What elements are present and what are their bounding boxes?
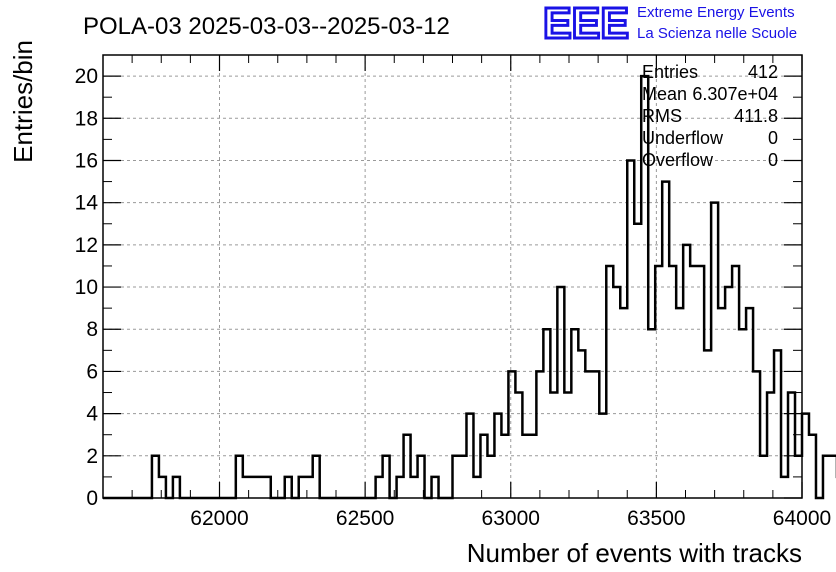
eee-logo: EEE Extreme Energy Events La Scienza nel… [542, 0, 798, 50]
stats-entries-value: 412 [748, 62, 778, 82]
stats-rms-value: 411.8 [734, 106, 778, 126]
y-tick-label: 10 [75, 276, 98, 299]
x-tick-label: 63000 [482, 507, 540, 530]
stats-overflow-value: 0 [768, 150, 778, 170]
stats-overflow-label: Overflow [642, 150, 714, 170]
stats-mean-label: Mean [642, 84, 687, 104]
eee-logo-mark: EEE [543, 0, 629, 48]
stats-rms-label: RMS [642, 106, 682, 126]
x-tick-label: 62500 [336, 507, 394, 530]
stats-underflow-label: Underflow [642, 128, 724, 148]
y-tick-label: 8 [86, 318, 98, 341]
x-tick-label: 64000 [773, 507, 831, 530]
plot-frame [102, 54, 803, 499]
y-tick-label: 14 [75, 192, 99, 215]
y-tick-label: 6 [86, 360, 98, 383]
x-tick-label: 63500 [627, 507, 685, 530]
eee-logo-line2: La Scienza nelle Scuole [637, 25, 797, 42]
y-tick-label: 2 [86, 445, 98, 468]
axis-ticks: 0 2 4 6 8 10 12 14 16 18 20 62000 62500 63000 63500 640… [75, 55, 831, 530]
stats-mean-value: 6.307e+04 [692, 84, 778, 104]
x-axis-label: Number of events with tracks [467, 538, 802, 568]
grid-lines [103, 55, 802, 498]
stats-entries-label: Entries [642, 62, 698, 82]
eee-logo-line1: Extreme Energy Events [637, 4, 795, 21]
y-tick-label: 0 [86, 487, 98, 510]
y-axis-label: Entries/bin [8, 40, 38, 163]
stats-underflow-value: 0 [768, 128, 778, 148]
stats-box: Entries 412 Mean 6.307e+04 RMS 411.8 Und… [642, 62, 778, 170]
histogram-series [103, 74, 836, 500]
y-tick-label: 20 [75, 65, 98, 88]
y-tick-label: 16 [75, 149, 98, 172]
chart-title: POLA-03 2025-03-03--2025-03-12 [83, 13, 450, 40]
y-tick-label: 18 [75, 107, 98, 130]
y-tick-label: 12 [75, 234, 98, 257]
x-tick-label: 62000 [190, 507, 248, 530]
y-tick-label: 4 [86, 403, 98, 426]
